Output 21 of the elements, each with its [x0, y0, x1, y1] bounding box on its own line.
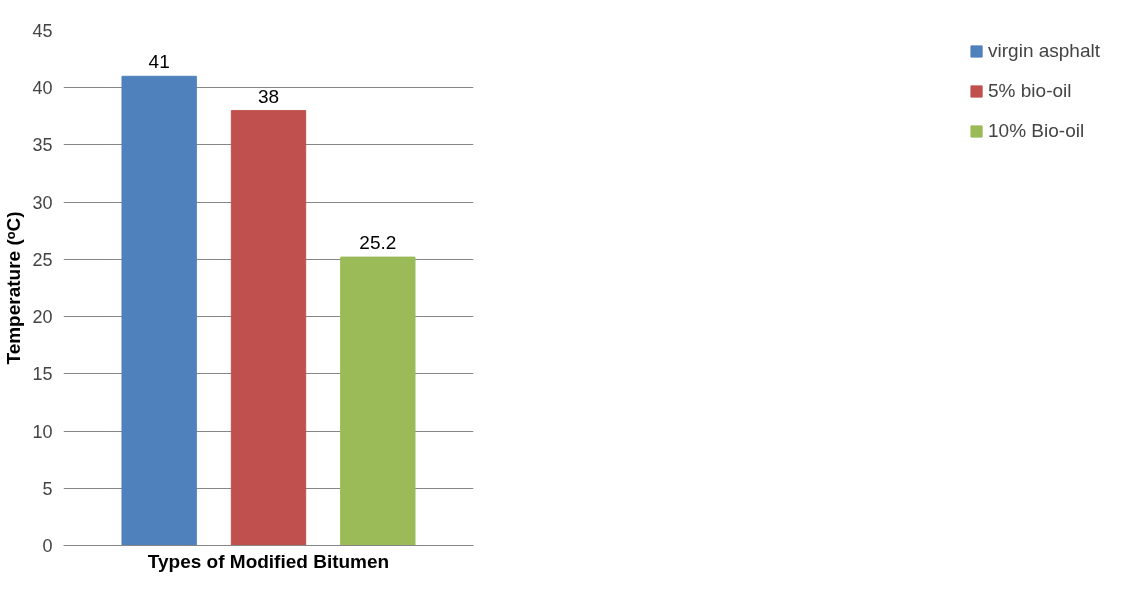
y-axis-title: Temperature (ᵒC) [3, 211, 25, 365]
data-label: 38 [257, 85, 280, 107]
data-label: 41 [148, 51, 170, 73]
legend-label: virgin asphalt [988, 40, 1100, 62]
y-tick-label: 25 [32, 249, 53, 270]
legend-label: 10% Bio-oil [988, 120, 1085, 142]
y-tick-label: 45 [32, 21, 53, 41]
y-tick-label: 35 [32, 135, 53, 156]
bar [121, 75, 197, 546]
y-tick-label: 30 [32, 192, 53, 213]
legend-label: 5% bio-oil [988, 80, 1072, 102]
y-tick-label: 10 [32, 421, 53, 442]
bar [230, 110, 307, 546]
y-tick-label: 20 [32, 307, 53, 328]
y-tick-label: 40 [32, 78, 53, 99]
y-tick-label: 5 [42, 478, 53, 499]
x-axis-title: Types of Modified Bitumen [147, 550, 390, 572]
data-label: 25.2 [359, 232, 397, 254]
bar [340, 256, 416, 546]
y-tick-label: 15 [32, 364, 53, 385]
y-tick-label: 0 [42, 536, 53, 556]
